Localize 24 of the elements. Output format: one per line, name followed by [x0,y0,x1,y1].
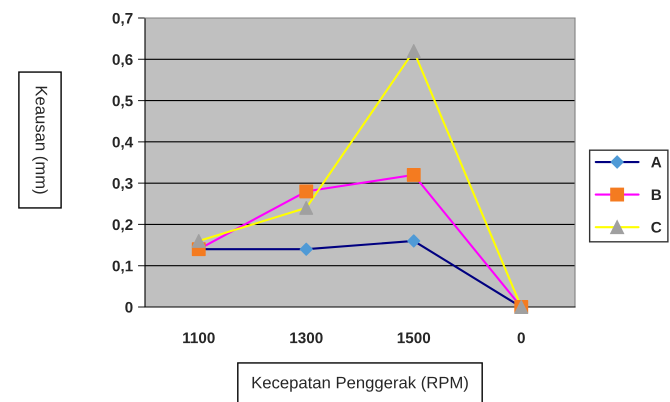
legend-label: C [651,222,662,233]
point [300,242,313,256]
y-tick-label: 0,4 [112,136,134,150]
y-tick-label: 0,7 [112,12,133,26]
y-tick-label: 0 [125,302,133,313]
y-axis-title: Keausan (mm) [32,86,48,194]
x-axis-title: Kecepatan Penggerak (RPM) [252,376,468,392]
legend-label: A [651,156,662,168]
point [299,200,314,215]
point [192,234,206,248]
y-tick-label: 0,1 [112,260,133,274]
point [406,168,421,182]
x-tick-label: 1300 [290,332,323,344]
legend-label: B [652,189,662,200]
point [299,184,314,198]
y-tick-label: 0,6 [112,54,133,68]
x-tick-label: 0 [518,332,525,344]
point [407,234,420,248]
y-tick-label: 0,3 [112,178,133,192]
y-tick-label: 0,2 [112,219,133,232]
y-tick-label: 0,5 [112,95,133,108]
x-tick-label: 1500 [398,332,430,344]
x-tick-label: 1100 [183,332,215,344]
point [406,44,421,58]
